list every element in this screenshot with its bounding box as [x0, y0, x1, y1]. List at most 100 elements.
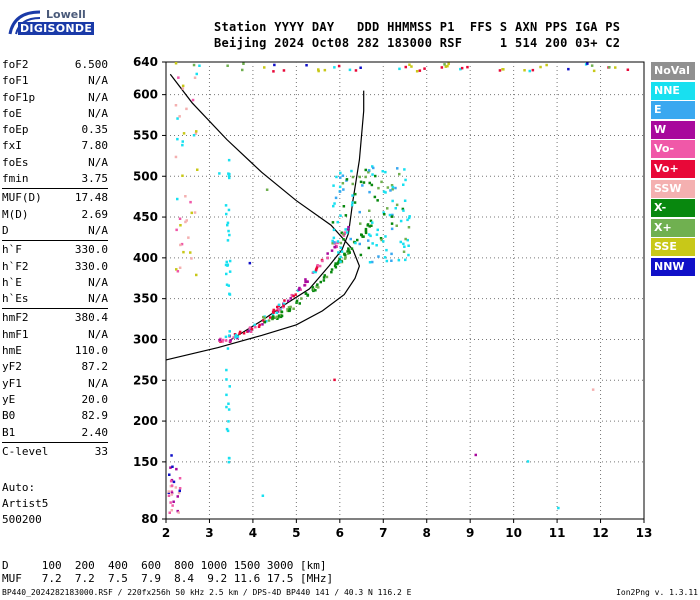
x-tick-label: 9	[466, 526, 474, 540]
echo-point	[347, 252, 350, 255]
echo-point	[253, 323, 256, 327]
echo-point	[368, 181, 371, 185]
echo-point	[225, 283, 229, 286]
parameter-panel: foF2 6.500 foF1 N/A foF1p N/A foE N/A foEp 0.35 fx…	[2, 57, 108, 460]
echo-point	[289, 305, 292, 309]
echo-point	[193, 76, 197, 79]
echo-point	[181, 174, 184, 177]
auto-info: Auto: Artist5 500200	[2, 480, 48, 528]
echo-point	[376, 199, 379, 202]
echo-point	[331, 239, 334, 243]
echo-point	[181, 140, 184, 143]
echo-point	[312, 289, 315, 293]
echo-point	[195, 72, 198, 76]
x-tick-label: 13	[636, 526, 653, 540]
echo-point	[227, 158, 231, 162]
y-tick-label: 500	[133, 169, 158, 183]
echo-point	[348, 68, 352, 72]
param-name: MUF(D)	[2, 191, 42, 205]
echo-point	[224, 263, 228, 267]
echo-point	[226, 347, 230, 350]
echo-point	[390, 227, 394, 231]
echo-point	[391, 188, 394, 191]
param-separator	[2, 240, 108, 242]
echo-point	[371, 173, 374, 176]
echo-point	[368, 209, 371, 212]
echo-point	[306, 280, 309, 283]
echo-point	[460, 66, 464, 70]
echo-point	[227, 402, 230, 405]
param-row: D N/A	[2, 223, 108, 239]
echo-point	[385, 259, 389, 263]
echo-point	[418, 69, 422, 72]
echo-point	[590, 64, 594, 67]
echo-point	[326, 256, 329, 260]
echo-point	[443, 63, 446, 66]
echo-point	[380, 238, 383, 242]
param-value: 6.500	[74, 58, 108, 71]
echo-point	[174, 155, 178, 159]
echo-point	[407, 226, 411, 229]
echo-point	[192, 134, 196, 137]
echo-point	[501, 68, 504, 71]
echo-point	[184, 220, 187, 224]
echo-point	[322, 276, 326, 279]
echo-point	[226, 239, 230, 242]
param-value: 2.40	[81, 425, 109, 439]
y-tick-label: 350	[133, 292, 158, 306]
echo-point	[181, 84, 185, 88]
echo-point	[359, 180, 363, 184]
echo-point	[408, 63, 411, 66]
param-row: foF1 N/A	[2, 73, 108, 89]
auto-code: 500200	[2, 513, 42, 526]
echo-point	[228, 270, 232, 273]
echo-point	[290, 293, 293, 297]
echo-point	[298, 286, 301, 290]
echo-point	[225, 427, 229, 431]
echo-point	[196, 168, 199, 171]
echo-point	[407, 244, 410, 247]
param-name: B1	[2, 425, 16, 439]
echo-point	[410, 65, 413, 68]
echo-point	[261, 323, 264, 326]
param-row: h`Es N/A	[2, 291, 108, 307]
echo-point	[353, 201, 357, 204]
version-label: Ion2Png v. 1.3.11	[616, 588, 698, 597]
echo-point	[169, 484, 173, 488]
x-tick-label: 4	[249, 526, 257, 540]
echo-point	[334, 266, 338, 269]
echo-point	[323, 274, 326, 277]
echo-point	[332, 228, 336, 232]
echo-point	[382, 240, 385, 243]
param-name: fxI	[2, 139, 22, 153]
echo-point	[370, 183, 374, 187]
echo-point	[331, 221, 335, 224]
legend-item: E	[651, 101, 695, 120]
echo-point	[336, 262, 339, 266]
echo-point	[178, 487, 182, 490]
echo-point	[397, 258, 401, 262]
echo-point	[523, 69, 526, 72]
echo-point	[614, 66, 617, 69]
echo-point	[263, 317, 266, 320]
param-row: fmin 3.75	[2, 171, 108, 187]
echo-point	[342, 238, 345, 241]
echo-point	[286, 308, 289, 311]
echo-point	[280, 314, 284, 318]
echo-point	[423, 67, 426, 70]
echo-point	[258, 323, 261, 327]
echo-point	[332, 236, 336, 240]
echo-point	[349, 237, 352, 241]
echo-point	[367, 171, 370, 174]
param-name: C-level	[2, 444, 49, 458]
param-value: 0.35	[81, 123, 109, 137]
echo-point	[364, 229, 368, 233]
legend-item: SSE	[651, 238, 695, 257]
echo-point	[382, 211, 385, 214]
echo-point	[373, 195, 377, 199]
echo-point	[388, 213, 392, 217]
param-value: N/A	[88, 327, 108, 341]
echo-point	[333, 202, 336, 205]
echo-point	[361, 184, 364, 187]
echo-point	[336, 240, 340, 243]
